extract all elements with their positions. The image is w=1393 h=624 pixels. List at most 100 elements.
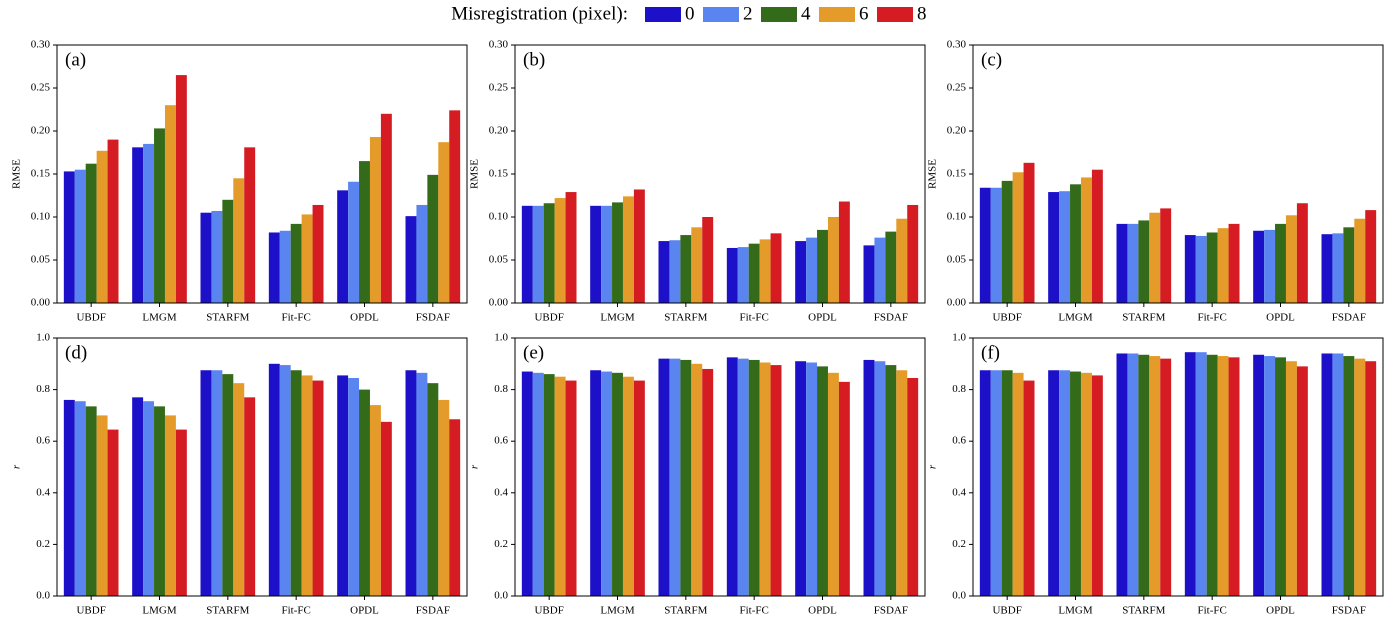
legend-swatch bbox=[645, 7, 681, 22]
bar bbox=[543, 374, 555, 596]
bar bbox=[770, 233, 782, 303]
legend-swatch bbox=[761, 7, 797, 22]
bar bbox=[96, 150, 108, 303]
y-tick-label: 0.05 bbox=[947, 254, 967, 266]
bar bbox=[1206, 232, 1218, 303]
bar bbox=[658, 241, 670, 303]
y-tick-label: 0.15 bbox=[31, 168, 51, 180]
bar bbox=[268, 363, 280, 596]
bar bbox=[612, 202, 623, 303]
x-tick-label: OPDL bbox=[808, 605, 837, 617]
bar bbox=[348, 377, 360, 596]
bar bbox=[1195, 235, 1207, 303]
bar bbox=[979, 187, 991, 303]
bar bbox=[990, 187, 1002, 303]
bar bbox=[1321, 234, 1333, 303]
bar bbox=[532, 205, 544, 303]
bar bbox=[612, 372, 623, 596]
bar bbox=[1365, 361, 1377, 596]
bar bbox=[896, 370, 908, 596]
legend-label: 4 bbox=[801, 3, 811, 24]
bar bbox=[565, 192, 577, 303]
bar bbox=[669, 358, 681, 596]
bar bbox=[691, 363, 703, 596]
bar bbox=[691, 227, 703, 303]
bar bbox=[337, 190, 349, 303]
x-tick-label: Fit-FC bbox=[281, 312, 310, 324]
y-tick-label: 0.20 bbox=[947, 125, 967, 137]
bar bbox=[1149, 356, 1161, 596]
panel-label: (b) bbox=[523, 49, 545, 70]
bar bbox=[521, 205, 533, 303]
x-tick-label: UBDF bbox=[76, 312, 105, 324]
bar bbox=[63, 399, 75, 596]
legend-label: 8 bbox=[917, 3, 927, 24]
x-tick-label: UBDF bbox=[992, 312, 1021, 324]
bar bbox=[680, 235, 692, 303]
bar bbox=[405, 370, 417, 596]
y-tick-label: 0.30 bbox=[947, 39, 967, 51]
bar bbox=[211, 210, 223, 303]
x-tick-label: Fit-FC bbox=[1197, 605, 1226, 617]
bar bbox=[175, 75, 187, 303]
bar bbox=[1138, 220, 1150, 303]
bar bbox=[74, 401, 86, 596]
bar bbox=[143, 143, 155, 303]
bar bbox=[96, 415, 108, 596]
bar bbox=[1048, 370, 1060, 596]
bar bbox=[748, 243, 760, 303]
x-tick-label: UBDF bbox=[534, 312, 563, 324]
x-tick-label: LMGM bbox=[1058, 605, 1092, 617]
bar bbox=[1296, 203, 1308, 303]
bar bbox=[380, 421, 392, 596]
bar bbox=[154, 128, 165, 303]
bar bbox=[885, 365, 897, 596]
bar bbox=[107, 429, 119, 596]
bar bbox=[1091, 375, 1103, 596]
y-tick-label: 0.00 bbox=[31, 297, 51, 309]
bar bbox=[990, 370, 1002, 596]
bar bbox=[211, 370, 223, 596]
bar bbox=[885, 231, 897, 303]
bar bbox=[290, 370, 302, 596]
bar bbox=[380, 113, 392, 303]
bar bbox=[1253, 230, 1265, 303]
y-tick-label: 0.10 bbox=[947, 211, 967, 223]
bar bbox=[795, 361, 807, 596]
y-tick-label: 0.6 bbox=[494, 435, 508, 447]
x-tick-label: STARFM bbox=[664, 312, 707, 324]
bar bbox=[827, 217, 839, 303]
bar bbox=[590, 205, 602, 303]
bar bbox=[369, 405, 381, 596]
x-tick-label: OPDL bbox=[350, 605, 379, 617]
bar bbox=[359, 161, 370, 303]
bar bbox=[1012, 172, 1024, 303]
plot-frame bbox=[972, 337, 1384, 597]
y-axis-label: r bbox=[11, 464, 23, 469]
bar bbox=[658, 358, 670, 596]
bar bbox=[680, 359, 692, 596]
bar bbox=[838, 201, 850, 303]
bar bbox=[795, 241, 807, 303]
bar bbox=[438, 399, 450, 596]
y-tick-label: 0.4 bbox=[952, 486, 966, 498]
bar bbox=[1206, 354, 1218, 596]
bar bbox=[164, 415, 176, 596]
y-tick-label: 0.8 bbox=[36, 383, 50, 395]
bar bbox=[1127, 223, 1139, 303]
bar bbox=[1160, 358, 1172, 596]
bar bbox=[1354, 358, 1366, 596]
bar bbox=[1343, 356, 1355, 596]
bar bbox=[1070, 371, 1081, 596]
bar bbox=[1354, 218, 1366, 303]
y-tick-label: 0.0 bbox=[494, 590, 508, 602]
bar bbox=[979, 370, 991, 596]
y-tick-label: 0.25 bbox=[947, 82, 967, 94]
bar bbox=[726, 357, 738, 596]
bar bbox=[806, 237, 818, 303]
bar bbox=[633, 189, 645, 303]
x-tick-label: FSDAF bbox=[874, 312, 908, 324]
y-axis-label: r bbox=[469, 464, 481, 469]
bar bbox=[1012, 372, 1024, 596]
plot-frame bbox=[972, 44, 1384, 304]
